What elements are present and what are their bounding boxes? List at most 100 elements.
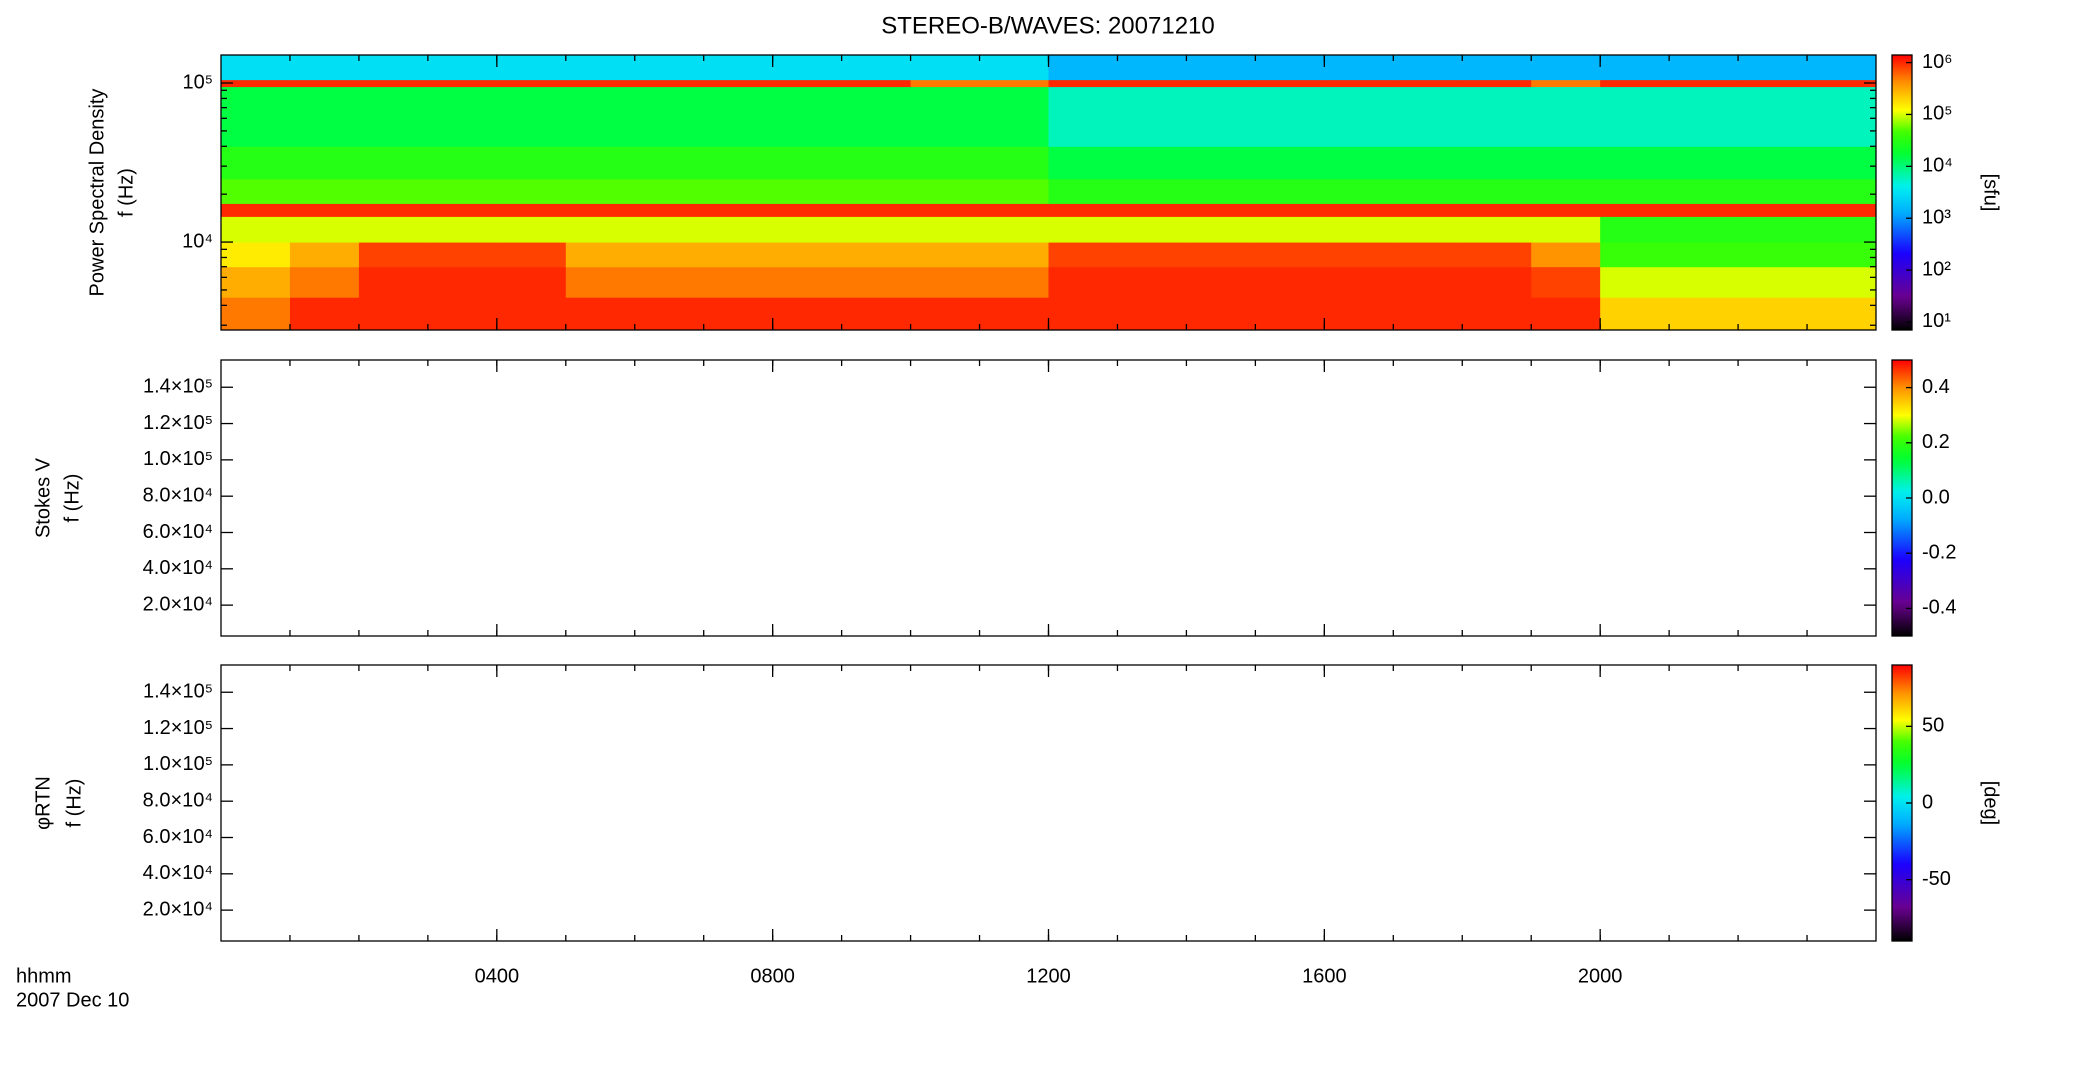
heatmap-cell [1048, 79, 1118, 88]
y-tick-label: 1.4×10⁵ [143, 376, 213, 398]
y-tick-label: 1.4×10⁵ [143, 681, 213, 703]
heatmap-cell [1393, 216, 1463, 243]
x-tick-label: 1200 [1026, 965, 1071, 987]
heatmap-cell [221, 178, 291, 204]
heatmap-cell [703, 86, 774, 147]
heatmap-cell [703, 297, 774, 331]
heatmap-cell [979, 178, 1049, 204]
heatmap-cell [1669, 178, 1739, 204]
heatmap-cell [841, 86, 912, 147]
date-label: 2007 Dec 10 [16, 989, 129, 1011]
heatmap-cell [1531, 203, 1601, 217]
colorbar-tick-label: 10⁵ [1922, 103, 1953, 125]
heatmap-cell [634, 86, 705, 147]
heatmap-cell [1462, 266, 1532, 298]
x-tick-label: 2000 [1578, 965, 1623, 987]
heatmap-cell [703, 79, 774, 88]
colorbar-tick-label: 0.4 [1922, 376, 1950, 398]
heatmap-cell [1462, 79, 1532, 88]
y-tick-label: 10⁵ [182, 71, 213, 93]
heatmap-cell [1255, 242, 1325, 268]
heatmap-cell [1186, 266, 1256, 298]
heatmap-cell [1600, 266, 1670, 298]
heatmap-cell [289, 55, 360, 81]
colorbar-tick-label: -50 [1922, 868, 1951, 890]
heatmap-cell [772, 79, 843, 88]
heatmap-cell [565, 266, 636, 298]
heatmap-cell [1393, 242, 1463, 268]
x-axis-label: hhmm [16, 965, 72, 987]
heatmap-cell [1048, 242, 1118, 268]
heatmap-cell [841, 242, 912, 268]
y-axis-label: φRTN [32, 776, 54, 830]
heatmap-cell [1324, 203, 1394, 217]
heatmap-cell [1117, 55, 1187, 81]
heatmap-cell [496, 203, 567, 217]
heatmap-cell [1393, 146, 1463, 180]
heatmap-cell [910, 86, 981, 147]
heatmap-cell [1255, 86, 1325, 147]
heatmap-cell [1462, 216, 1532, 243]
heatmap-cell [427, 178, 498, 204]
heatmap-cell [221, 203, 291, 217]
heatmap-cell [221, 266, 291, 298]
heatmap-cell [1393, 266, 1463, 298]
heatmap-cell [979, 216, 1049, 243]
heatmap-cell [1600, 297, 1670, 331]
heatmap-cell [979, 297, 1049, 331]
heatmap-cell [1393, 178, 1463, 204]
heatmap-cell [496, 216, 567, 243]
heatmap-cell [1738, 146, 1808, 180]
heatmap-cell [634, 242, 705, 268]
heatmap-cell [1600, 242, 1670, 268]
heatmap-cell [1462, 86, 1532, 147]
heatmap-cell [1807, 216, 1877, 243]
y-tick-label: 6.0×10⁴ [143, 521, 213, 543]
heatmap-cell [634, 55, 705, 81]
heatmap-cell [1807, 203, 1877, 217]
heatmap-cell [1393, 79, 1463, 88]
heatmap-cell [1462, 242, 1532, 268]
y-tick-label: 1.0×10⁵ [143, 753, 213, 775]
heatmap-cell [1531, 266, 1601, 298]
heatmap-cell [1600, 203, 1670, 217]
x-tick-label: 0800 [750, 965, 795, 987]
y-axis-label: Power Spectral Density [86, 89, 108, 297]
heatmap-cell [772, 86, 843, 147]
x-tick-label: 0400 [475, 965, 520, 987]
heatmap-cell [565, 242, 636, 268]
heatmap-cell [1255, 79, 1325, 88]
heatmap-cell [1462, 297, 1532, 331]
heatmap-cell [1186, 178, 1256, 204]
heatmap-cell [496, 266, 567, 298]
chart-title: STEREO-B/WAVES: 20071210 [881, 12, 1214, 39]
heatmap-cell [1600, 216, 1670, 243]
y-tick-label: 2.0×10⁴ [143, 593, 213, 615]
heatmap-cell [1324, 242, 1394, 268]
heatmap-cell [1462, 55, 1532, 81]
y-tick-label: 6.0×10⁴ [143, 826, 213, 848]
heatmap-cell [703, 266, 774, 298]
heatmap-cell [565, 297, 636, 331]
heatmap-cell [1807, 79, 1877, 88]
heatmap-cell [1324, 146, 1394, 180]
heatmap-cell [1393, 203, 1463, 217]
heatmap-cell [1462, 178, 1532, 204]
heatmap-cell [772, 297, 843, 331]
y-tick-label: 1.2×10⁵ [143, 412, 213, 434]
heatmap-cell [841, 266, 912, 298]
heatmap-cell [221, 146, 291, 180]
heatmap-cell [1669, 297, 1739, 331]
heatmap-cell [1738, 79, 1808, 88]
heatmap-cell [1117, 216, 1187, 243]
heatmap-cell [1807, 242, 1877, 268]
heatmap-cell [1324, 86, 1394, 147]
heatmap-cell [634, 146, 705, 180]
heatmap-cell [496, 79, 567, 88]
heatmap-cell [1117, 203, 1187, 217]
heatmap-cell [1738, 86, 1808, 147]
heatmap-cell [910, 79, 981, 88]
heatmap-cell [1117, 146, 1187, 180]
heatmap-cell [496, 146, 567, 180]
